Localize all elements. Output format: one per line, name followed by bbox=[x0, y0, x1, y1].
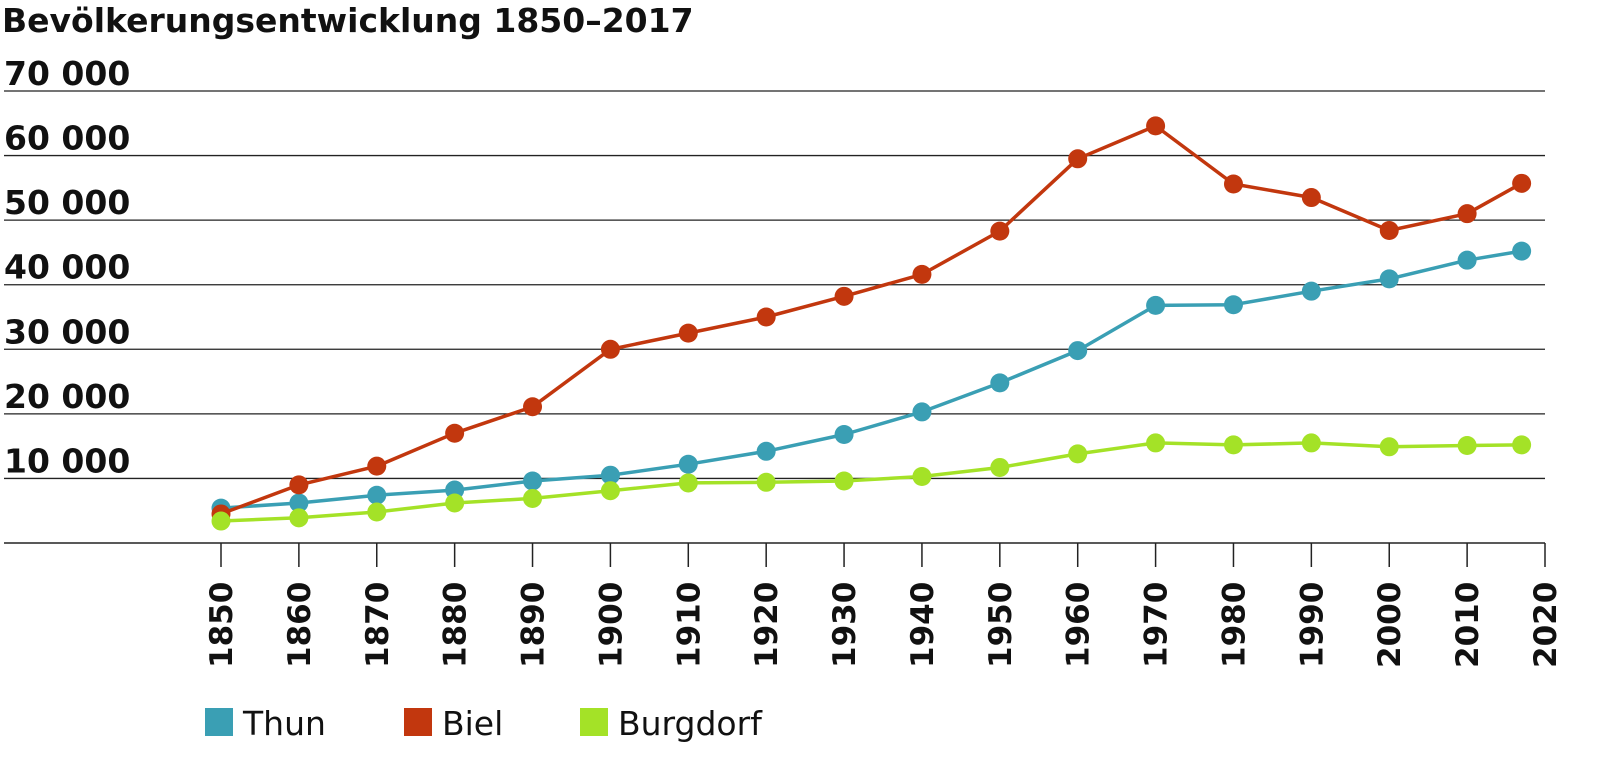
legend-swatch bbox=[404, 708, 432, 736]
x-tick-label: 1990 bbox=[1294, 582, 1330, 668]
y-tick-label: 30 000 bbox=[4, 312, 130, 351]
data-point bbox=[834, 425, 854, 445]
data-point bbox=[1379, 269, 1399, 289]
data-point bbox=[834, 286, 854, 306]
legend-label: Biel bbox=[442, 704, 503, 743]
data-point bbox=[1457, 435, 1477, 455]
data-point bbox=[600, 339, 620, 359]
data-point bbox=[990, 221, 1010, 241]
data-point bbox=[1146, 433, 1166, 453]
y-tick-label: 60 000 bbox=[4, 119, 130, 158]
data-point bbox=[1512, 435, 1532, 455]
series-lines bbox=[211, 116, 1532, 531]
data-point bbox=[211, 511, 231, 531]
y-tick-label: 70 000 bbox=[4, 54, 130, 93]
data-point bbox=[445, 493, 465, 513]
x-tick-label: 2010 bbox=[1450, 582, 1486, 668]
x-tick-label: 1880 bbox=[438, 582, 474, 668]
data-point bbox=[1512, 241, 1532, 261]
data-point bbox=[367, 502, 387, 522]
y-axis-ticks: 10 000 20 000 30 000 40 000 50 000 60 000 70 0… bbox=[4, 54, 130, 480]
data-point bbox=[1379, 437, 1399, 457]
legend-swatch bbox=[205, 708, 233, 736]
y-tick-label: 40 000 bbox=[4, 248, 130, 287]
legend-label: Thun bbox=[242, 704, 326, 743]
data-point bbox=[1457, 250, 1477, 270]
legend-item: Thun bbox=[205, 704, 326, 743]
data-point bbox=[1301, 433, 1321, 453]
data-point bbox=[289, 493, 309, 513]
legend-label: Burgdorf bbox=[618, 704, 763, 743]
data-point bbox=[1223, 295, 1243, 315]
data-point bbox=[912, 466, 932, 486]
series-line bbox=[220, 249, 1522, 510]
x-tick-label: 1910 bbox=[671, 582, 707, 668]
x-tick-label: 1980 bbox=[1216, 582, 1252, 668]
x-tick-label: 1940 bbox=[905, 582, 941, 668]
data-point bbox=[1068, 341, 1088, 361]
x-tick-label: 1870 bbox=[360, 582, 396, 668]
series-line bbox=[220, 441, 1522, 523]
data-point bbox=[678, 454, 698, 474]
data-point bbox=[1068, 149, 1088, 169]
series-line bbox=[220, 124, 1523, 516]
data-point bbox=[445, 423, 465, 443]
x-tick-label: 1950 bbox=[983, 582, 1019, 668]
legend-item: Burgdorf bbox=[580, 704, 763, 743]
data-point bbox=[756, 307, 776, 327]
series-thun bbox=[211, 241, 1532, 518]
y-tick-label: 10 000 bbox=[4, 441, 130, 480]
x-tick-label: 2000 bbox=[1372, 582, 1408, 668]
data-point bbox=[1068, 444, 1088, 464]
x-tick-label: 1920 bbox=[749, 582, 785, 668]
data-point bbox=[1223, 174, 1243, 194]
data-point bbox=[600, 465, 620, 485]
series-burgdorf bbox=[211, 433, 1532, 531]
data-point bbox=[1301, 188, 1321, 208]
data-point bbox=[289, 508, 309, 528]
series-biel bbox=[211, 116, 1532, 524]
legend: Thun Biel Burgdorf bbox=[205, 704, 763, 743]
x-tick-label: 1850 bbox=[204, 582, 240, 668]
data-point bbox=[523, 397, 543, 417]
data-point bbox=[367, 485, 387, 505]
data-point bbox=[1146, 116, 1166, 136]
data-point bbox=[990, 457, 1010, 477]
x-tick-label: 1860 bbox=[282, 582, 318, 668]
data-point bbox=[289, 475, 309, 495]
gridlines bbox=[4, 90, 1545, 544]
data-point bbox=[1301, 281, 1321, 301]
x-tick-label: 1970 bbox=[1139, 582, 1175, 668]
chart-title: Bevölkerungsentwicklung 1850–2017 bbox=[2, 1, 694, 40]
x-tick-label: 1930 bbox=[827, 582, 863, 668]
data-point bbox=[756, 472, 776, 492]
data-point bbox=[912, 402, 932, 422]
x-tick-label: 1960 bbox=[1061, 582, 1097, 668]
data-point bbox=[990, 373, 1010, 393]
data-point bbox=[912, 264, 932, 284]
data-point bbox=[600, 481, 620, 501]
x-tick-label: 2020 bbox=[1528, 582, 1564, 668]
data-point bbox=[367, 456, 387, 476]
data-point bbox=[1512, 173, 1532, 193]
data-point bbox=[678, 473, 698, 493]
data-point bbox=[1457, 204, 1477, 224]
data-point bbox=[756, 441, 776, 461]
data-point bbox=[523, 488, 543, 508]
data-point bbox=[1379, 220, 1399, 240]
data-point bbox=[678, 323, 698, 343]
x-tick-label: 1890 bbox=[516, 582, 552, 668]
data-point bbox=[834, 471, 854, 491]
data-point bbox=[1223, 435, 1243, 455]
legend-swatch bbox=[580, 708, 608, 736]
y-tick-label: 20 000 bbox=[4, 377, 130, 416]
x-axis-ticks: 1850 1860 1870 1880 1890 1900 1910 1920 1930 1940… bbox=[204, 543, 1564, 668]
data-point bbox=[523, 471, 543, 491]
data-point bbox=[1146, 295, 1166, 315]
x-tick-label: 1900 bbox=[593, 582, 629, 668]
legend-item: Biel bbox=[404, 704, 503, 743]
y-tick-label: 50 000 bbox=[4, 183, 130, 222]
